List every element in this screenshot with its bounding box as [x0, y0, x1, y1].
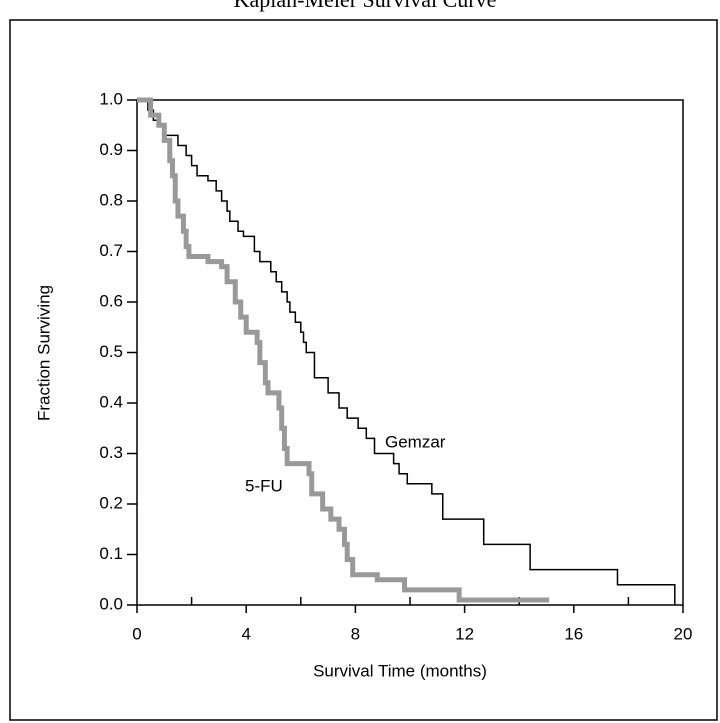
y-tick-label: 0.7 — [99, 241, 123, 260]
y-tick-label: 0.5 — [99, 342, 123, 361]
plot-frame — [136, 99, 684, 606]
y-tick-label: 0.9 — [99, 140, 123, 159]
x-tick-label: 0 — [132, 624, 141, 643]
title-bg — [0, 0, 720, 19]
x-tick-label: 8 — [351, 624, 360, 643]
survival-curve — [137, 97, 550, 603]
x-axis-label: Survival Time (months) — [313, 661, 487, 680]
chart-title: Kaplan-Meier Survival Curve — [234, 0, 497, 12]
y-tick-label: 0.6 — [99, 291, 123, 310]
x-tick-label: 20 — [674, 624, 693, 643]
y-tick-label: 0.1 — [99, 544, 123, 563]
y-tick-label: 0.8 — [99, 190, 123, 209]
x-tick-label: 12 — [455, 624, 474, 643]
y-axis-label: Fraction Surviving — [34, 285, 53, 421]
y-tick-label: 0.3 — [99, 443, 123, 462]
survival-curve — [137, 99, 676, 605]
y-tick-label: 0.4 — [99, 392, 123, 411]
x-tick-label: 4 — [241, 624, 250, 643]
series-label: Gemzar — [385, 432, 446, 451]
x-tick-label: 16 — [564, 624, 583, 643]
y-tick-label: 0.0 — [99, 594, 123, 613]
frame — [9, 19, 718, 721]
y-tick-label: 1.0 — [99, 89, 123, 108]
y-tick-label: 0.2 — [99, 493, 123, 512]
series-label: 5-FU — [245, 476, 283, 495]
